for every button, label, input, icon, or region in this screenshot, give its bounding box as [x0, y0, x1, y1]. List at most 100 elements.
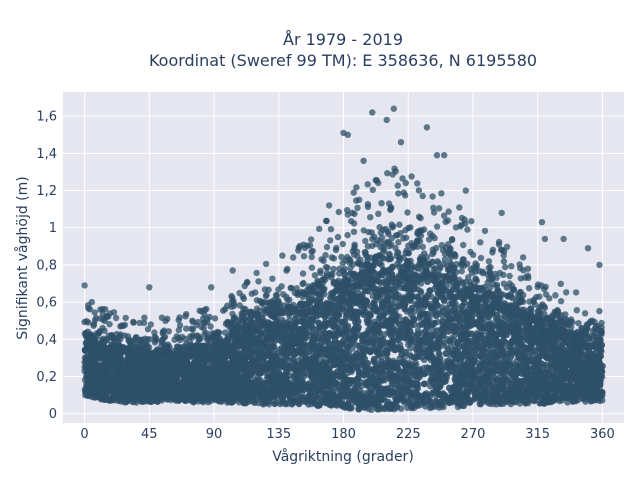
data-point [375, 179, 382, 187]
data-point [441, 256, 449, 263]
data-point [214, 328, 221, 336]
data-point [557, 280, 564, 287]
data-point [351, 210, 358, 218]
data-point [327, 237, 334, 244]
data-point [464, 226, 471, 233]
data-point [350, 220, 358, 227]
data-point [230, 315, 238, 323]
data-point [481, 227, 489, 235]
data-point [255, 278, 262, 285]
data-point [344, 231, 351, 239]
data-point [338, 253, 345, 261]
data-point [102, 306, 109, 313]
data-point [147, 321, 154, 328]
data-point [596, 397, 603, 405]
data-point [140, 319, 148, 327]
data-point [377, 405, 385, 413]
data-point [557, 298, 565, 305]
data-point [575, 320, 582, 327]
data-point [563, 289, 570, 296]
data-point [598, 324, 605, 331]
data-point [85, 319, 92, 326]
data-point [415, 213, 423, 220]
data-point [486, 275, 493, 283]
data-point [253, 297, 261, 304]
data-point [261, 308, 269, 315]
data-point [261, 286, 269, 293]
data-point [431, 403, 439, 410]
data-point [489, 246, 497, 253]
data-point [485, 264, 492, 272]
data-point [476, 400, 483, 408]
data-point [161, 333, 169, 341]
data-point [300, 373, 308, 380]
data-point [400, 235, 407, 242]
data-point [151, 329, 158, 336]
data-point [430, 209, 438, 216]
data-point [211, 315, 219, 322]
data-point [269, 275, 276, 282]
data-point [446, 248, 453, 255]
data-point [460, 241, 467, 249]
data-point [308, 253, 315, 261]
data-point [141, 314, 148, 321]
data-point [581, 310, 589, 317]
data-point [598, 319, 605, 327]
data-point [495, 241, 503, 248]
data-point [360, 227, 367, 234]
data-point [462, 220, 469, 227]
data-point [137, 336, 144, 344]
data-point [339, 259, 346, 267]
data-point [162, 317, 169, 325]
data-point [258, 298, 265, 305]
data-point [132, 334, 140, 341]
data-point [364, 243, 372, 250]
data-point [322, 252, 329, 259]
data-point [367, 214, 374, 221]
data-point [538, 282, 545, 289]
data-point [465, 274, 472, 281]
data-point [500, 280, 508, 287]
data-point [429, 250, 436, 258]
data-point [452, 224, 460, 231]
data-point [458, 268, 465, 275]
data-point [486, 284, 494, 291]
data-point [344, 253, 351, 261]
data-point [356, 196, 363, 203]
data-point [253, 269, 260, 277]
data-point [525, 274, 532, 282]
data-point [426, 236, 433, 243]
data-point [453, 260, 460, 268]
data-point [237, 315, 244, 323]
data-point [421, 250, 428, 257]
data-point [362, 237, 369, 245]
data-point [262, 260, 270, 268]
data-point [477, 254, 485, 262]
data-point [220, 307, 227, 314]
data-point [519, 254, 527, 261]
data-point [82, 329, 90, 336]
data-point [311, 272, 319, 279]
data-point [431, 234, 438, 242]
data-point [121, 332, 128, 339]
data-point [546, 295, 553, 302]
data-point [417, 232, 425, 239]
data-point [414, 243, 421, 250]
data-point [174, 396, 182, 404]
data-point [427, 383, 434, 390]
data-point [510, 286, 518, 293]
data-point [497, 246, 505, 253]
data-point [334, 233, 342, 241]
data-point [415, 187, 423, 194]
data-point [508, 263, 515, 270]
data-point [364, 203, 372, 211]
data-point [426, 397, 433, 404]
data-point [541, 303, 548, 310]
data-point [472, 264, 480, 272]
data-point [505, 292, 512, 299]
data-point [311, 283, 318, 290]
data-point [341, 265, 348, 272]
data-point [506, 280, 513, 287]
data-point [375, 210, 382, 217]
data-point [433, 223, 441, 230]
